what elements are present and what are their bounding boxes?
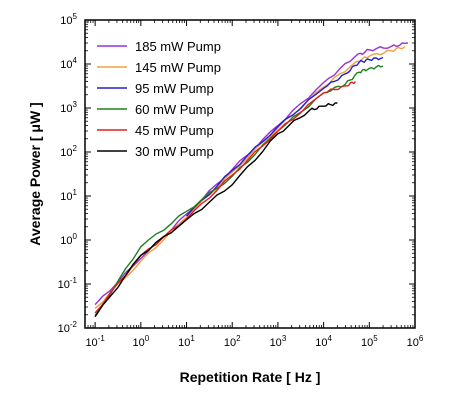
legend-label: 45 mW Pump <box>135 123 214 138</box>
x-tick-label: 100 <box>132 334 149 349</box>
y-tick-label: 100 <box>60 232 77 247</box>
series-lines <box>94 42 408 318</box>
x-tick-label: 106 <box>407 334 424 349</box>
y-tick-label: 10-2 <box>58 320 78 335</box>
axis-ticks <box>84 19 416 329</box>
y-tick-label: 102 <box>60 144 77 159</box>
y-tick-label: 103 <box>60 100 77 115</box>
x-tick-label: 104 <box>315 334 332 349</box>
legend-label: 145 mW Pump <box>135 60 221 75</box>
y-tick-label: 101 <box>60 188 77 203</box>
axis-tick-labels: 10-1 100 101 102 103 104 105 106 10-2 10-1 100 101 1… <box>58 12 424 349</box>
y-tick-label: 104 <box>60 56 77 71</box>
plot-frame <box>84 19 416 329</box>
legend-label: 185 mW Pump <box>135 39 221 54</box>
x-tick-label: 102 <box>224 334 241 349</box>
legend-label: 95 mW Pump <box>135 81 214 96</box>
legend-label: 60 mW Pump <box>135 102 214 117</box>
x-tick-label: 10-1 <box>85 334 105 349</box>
x-tick-label: 101 <box>178 334 195 349</box>
x-axis-title: Repetition Rate [ Hz ] <box>180 369 321 385</box>
x-tick-label: 105 <box>361 334 378 349</box>
x-tick-label: 103 <box>270 334 287 349</box>
series-line <box>94 102 338 318</box>
series-line <box>94 81 357 314</box>
y-tick-label: 105 <box>60 12 77 27</box>
series-line <box>185 56 384 217</box>
legend: 185 mW Pump 145 mW Pump 95 mW Pump 60 mW Pu… <box>97 39 221 159</box>
legend-label: 30 mW Pump <box>135 144 214 159</box>
y-tick-label: 10-1 <box>58 276 78 291</box>
y-axis-title: Average Power [ μW ] <box>27 102 43 245</box>
